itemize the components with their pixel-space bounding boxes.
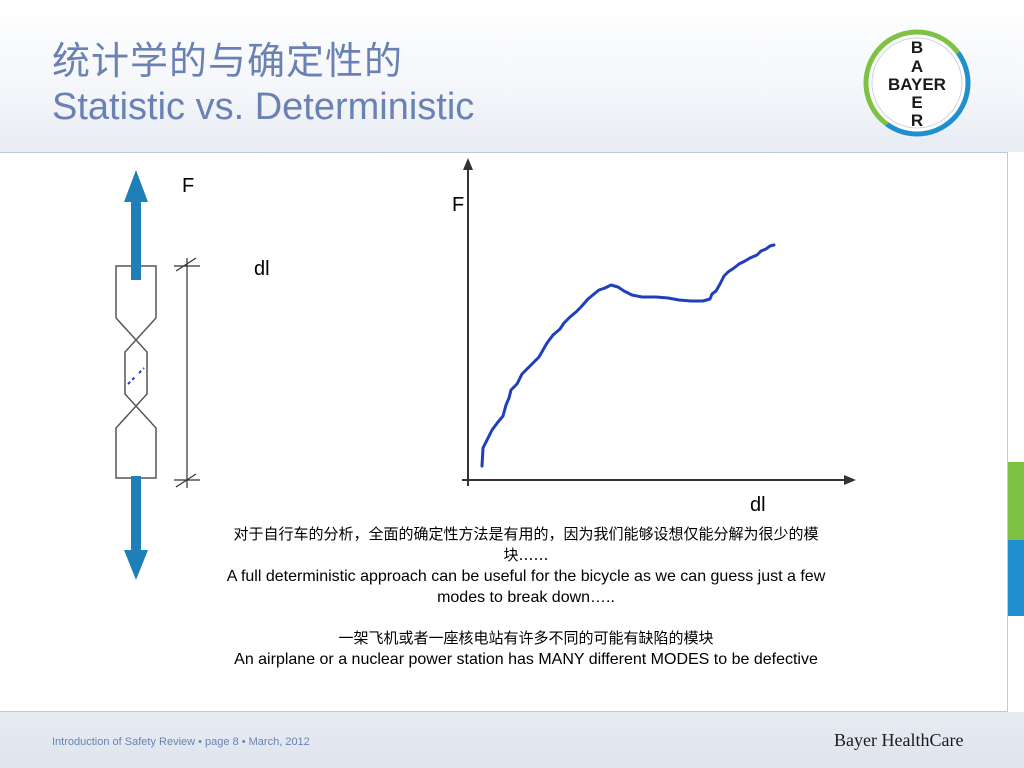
paragraph-2-chinese: 一架飞机或者一座核电站有许多不同的可能有缺陷的模块 xyxy=(338,629,714,647)
paragraph-1-chinese: 对于自行车的分析，全面的确定性方法是有用的，因为我们能够设想仅能分解为很少的模块… xyxy=(233,525,819,564)
plot-y-axis-label: F xyxy=(452,194,465,216)
page-title-english: Statistic vs. Deterministic xyxy=(52,86,475,128)
paragraph-2-english: An airplane or a nuclear power station h… xyxy=(234,651,818,668)
paragraph-spacer xyxy=(214,608,838,628)
accent-bar-blue xyxy=(1008,540,1024,616)
bayer-logo: B A BAYER E R xyxy=(863,29,971,137)
header-background xyxy=(0,0,1024,152)
logo-letter-r: R xyxy=(911,111,923,130)
logo-letter-b: B xyxy=(911,38,923,57)
footer-brand: Bayer HealthCare xyxy=(834,730,964,750)
plot-x-axis-label: dl xyxy=(750,494,766,516)
specimen-force-label: F xyxy=(182,175,195,197)
paragraph-1-english: A full deterministic approach can be use… xyxy=(226,568,826,606)
logo-word: BAYER xyxy=(888,75,946,94)
explanation-text: 对于自行车的分析，全面的确定性方法是有用的，因为我们能够设想仅能分解为很少的模块… xyxy=(214,524,838,670)
footer-background xyxy=(0,712,1024,768)
page-title-chinese: 统计学的与确定性的 xyxy=(52,39,404,83)
specimen-elongation-label: dl xyxy=(254,258,270,280)
logo-letter-a: A xyxy=(911,57,923,76)
logo-letter-e: E xyxy=(911,93,922,112)
footer-caption: Introduction of Safety Review • page 8 •… xyxy=(52,736,310,748)
accent-bar-green xyxy=(1008,462,1024,540)
